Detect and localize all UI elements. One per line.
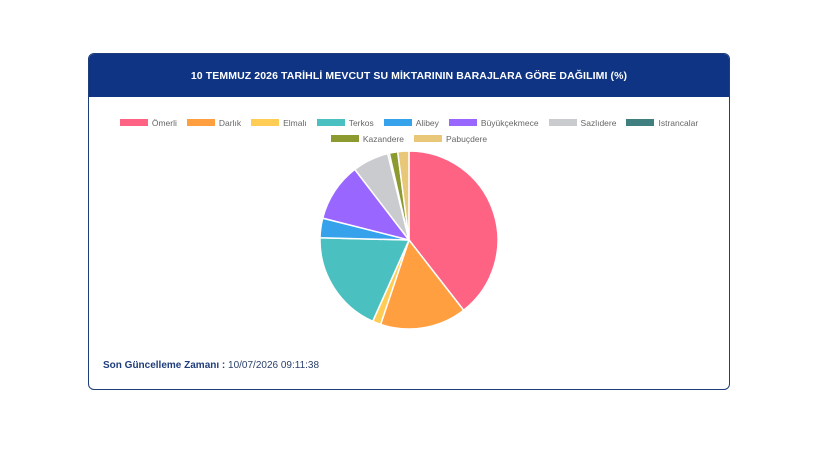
legend-item-9[interactable]: Pabuçdere	[414, 133, 487, 144]
legend-item-1[interactable]: Darlık	[186, 117, 242, 128]
pie-slice-0[interactable]	[408, 150, 499, 312]
legend-swatch	[119, 119, 148, 126]
chart-legend: Ömerli Darlık Elmalı Terkos Alibey Büyükçekme…	[107, 117, 711, 144]
legend-swatch	[548, 119, 577, 126]
legend-swatch	[251, 119, 280, 126]
pie-slice-9[interactable]	[396, 150, 410, 241]
pie-chart	[319, 150, 499, 330]
legend-swatch	[383, 119, 412, 126]
pie-slices	[319, 150, 499, 330]
legend-swatch	[316, 119, 345, 126]
last-update: Son Güncelleme Zamanı : 10/07/2026 09:11…	[103, 360, 319, 371]
legend-item-7[interactable]: Istrancalar	[626, 117, 698, 128]
last-update-value: 10/07/2026 09:11:38	[228, 360, 320, 371]
legend-item-0[interactable]: Ömerli	[119, 117, 177, 128]
legend-label: Elmalı	[283, 117, 307, 128]
legend-item-6[interactable]: Sazlıdere	[548, 117, 617, 128]
legend-item-3[interactable]: Terkos	[316, 117, 374, 128]
legend-item-8[interactable]: Kazandere	[330, 133, 404, 144]
legend-swatch	[626, 119, 655, 126]
legend-label: Alibey	[415, 117, 439, 128]
last-update-label: Son Güncelleme Zamanı :	[103, 360, 229, 371]
legend-label: Pabuçdere	[446, 133, 488, 144]
legend-swatch	[330, 135, 359, 142]
legend-label: Darlık	[218, 117, 242, 128]
legend-item-5[interactable]: Büyükçekmece	[448, 117, 539, 128]
legend-item-4[interactable]: Alibey	[383, 117, 439, 128]
legend-swatch	[186, 119, 215, 126]
legend-label: Ömerli	[151, 117, 177, 128]
legend-label: Kazandere	[362, 133, 404, 144]
legend-item-2[interactable]: Elmalı	[251, 117, 307, 128]
legend-label: Terkos	[348, 117, 374, 128]
chart-title: 10 TEMMUZ 2026 TARİHLİ MEVCUT SU MİKTARI…	[89, 54, 729, 97]
legend-label: Istrancalar	[658, 117, 699, 128]
pie-slice-3[interactable]	[319, 236, 411, 323]
chart-card: 10 TEMMUZ 2026 TARİHLİ MEVCUT SU MİKTARI…	[88, 53, 730, 390]
pie-slice-1[interactable]	[379, 238, 465, 330]
legend-label: Sazlıdere	[580, 117, 617, 128]
legend-label: Büyükçekmece	[480, 117, 539, 128]
legend-swatch	[448, 119, 477, 126]
legend-swatch	[414, 135, 442, 142]
